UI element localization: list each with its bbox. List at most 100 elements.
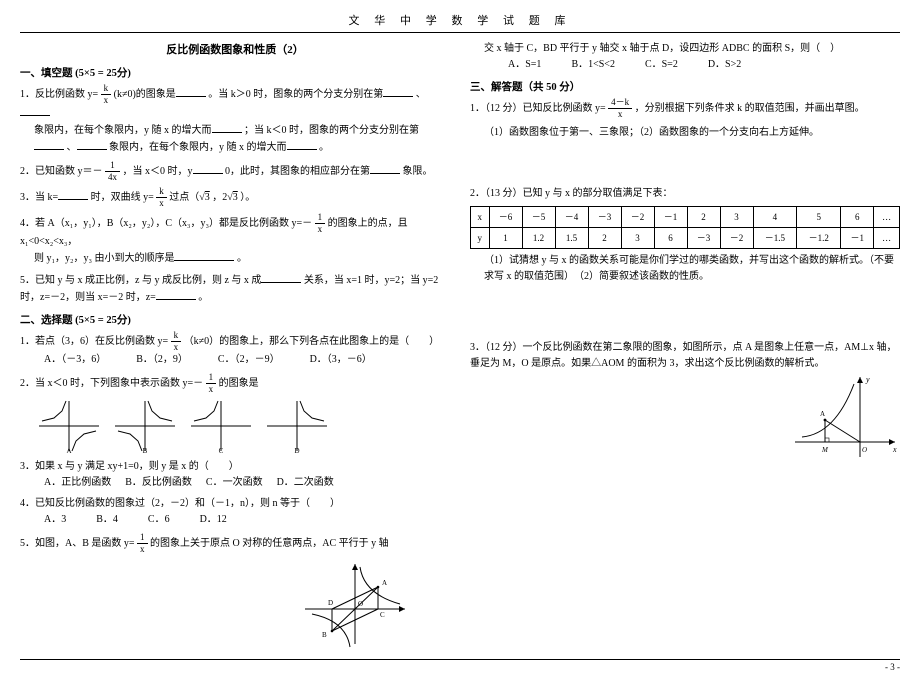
q4: 4．若 A（x₁，y₁），B（x₂，y₂），C（x₃，y₃）都是反比例函数 y=… — [20, 213, 450, 267]
r2-sub: （1）试猜想 y 与 x 的函数关系可能是你们学过的哪类函数，并写出这个函数的解… — [470, 253, 900, 285]
page-header: 文 华 中 学 数 学 试 题 库 — [20, 12, 900, 33]
r1: 1．（12 分）已知反比例函数 y= 4－kx ，分别根据下列条件求 k 的取值… — [470, 98, 900, 141]
q4-text: 4．若 A（x₁，y₁），B（x₂，y₂），C（x₃，y₃）都是反比例函数 y=… — [20, 218, 312, 229]
q2: 2．已知函数 y＝－ 14x ，当 x＜0 时，y 0，此时，其图象的相应部分在… — [20, 161, 450, 182]
q1-text6: 象限内，在每个象限内，y 随 x 的增大而 — [109, 142, 287, 153]
svg-text:O: O — [862, 446, 867, 454]
r0-text: 交 x 轴于 C，BD 平行于 y 轴交 x 轴于点 D，设四边形 ADBC 的… — [484, 43, 840, 54]
section-2-heading: 二、选择题 (5×5 = 25分) — [20, 312, 450, 327]
r2: 2．（13 分）已知 y 与 x 的部分取值满足下表： x－6－5－4－3－2－… — [470, 186, 900, 285]
q2-text2: ，当 x＜0 时，y — [123, 166, 193, 177]
svg-text:y: y — [865, 375, 870, 384]
right-column: 交 x 轴于 C，BD 平行于 y 轴交 x 轴于点 D，设四边形 ADBC 的… — [470, 41, 900, 649]
s3-options: A．正比例函数 B．反比例函数 C．一次函数 D．二次函数 — [20, 475, 450, 491]
opt-d: D．S>2 — [708, 57, 741, 73]
r1-text: 1．（12 分）已知反比例函数 y= — [470, 103, 606, 114]
chart-b: B — [110, 398, 180, 454]
opt-c: C．S=2 — [645, 57, 678, 73]
opt-a: A．正比例函数 — [44, 475, 111, 491]
s5: 5．如图，A、B 是函数 y= 1x 的图象上关于原点 O 对称的任意两点，AC… — [20, 533, 450, 554]
frac-1-x-3: 1x — [137, 533, 148, 554]
r3-text: 3．（12 分）一个反比例函数在第二象限的图象，如图所示，点 A 是图象上任意一… — [470, 342, 897, 369]
sqrt3a: 3 — [205, 192, 210, 203]
q5: 5．已知 y 与 x 成正比例，z 与 y 成反比例，则 z 与 x 成 关系，… — [20, 272, 450, 306]
s4-options: A．3 B．4 C．6 D．12 — [20, 512, 450, 528]
q1-text2: (k≠0)的图象是 — [114, 89, 176, 100]
table-row: y11.21.5236－3－2－1.5－1.2－1… — [471, 228, 900, 249]
q3-text5: ）。 — [240, 192, 255, 203]
q4-text3: 则 y₁，y₂，y₃ 由小到大的顺序是 — [34, 253, 174, 264]
svg-text:M: M — [821, 446, 829, 454]
q1-text3b: 、 — [416, 89, 426, 100]
q2-text3: 0，此时，其图象的相应部分在第 — [225, 166, 370, 177]
svg-text:C: C — [380, 611, 385, 619]
s2-text: 2．当 x＜0 时，下列图象中表示函数 y=－ — [20, 378, 203, 389]
svg-text:B: B — [143, 447, 148, 454]
opt-b: B．4 — [96, 512, 118, 528]
section-3-heading: 三、解答题（共 50 分） — [470, 79, 900, 94]
opt-b: B．反比例函数 — [125, 475, 192, 491]
opt-b: B．1<S<2 — [571, 57, 615, 73]
q5-figure: A B C D O — [300, 559, 410, 649]
opt-d: D．12 — [200, 512, 227, 528]
q1: 1．反比例函数 y= kx (k≠0)的图象是 。当 k＞0 时，图象的两个分支… — [20, 84, 450, 156]
s2: 2．当 x＜0 时，下列图象中表示函数 y=－ 1x 的图象是 A B C D — [20, 373, 450, 454]
table-row: x－6－5－4－3－2－123456… — [471, 207, 900, 228]
opt-c: C．（2，－9） — [218, 352, 280, 368]
q1-text5: ；当 k＜0 时，图象的两个分支分别在第 — [244, 125, 419, 136]
s2-charts: A B C D — [34, 398, 450, 454]
svg-text:D: D — [294, 447, 299, 454]
r2-text: 2．（13 分）已知 y 与 x 的部分取值满足下表： — [470, 188, 673, 199]
q1-text7: 。 — [319, 142, 329, 153]
q1-text3: 。当 k＞0 时，图象的两个分支分别在第 — [208, 89, 383, 100]
q1-text: 1．反比例函数 y= — [20, 89, 98, 100]
svg-text:A: A — [382, 579, 387, 587]
q1-text4: 象限内，在每个象限内，y 随 x 的增大而 — [34, 125, 212, 136]
s4-text: 4．已知反比例函数的图象过（2，－2）和（－1，n），则 n 等于（ ） — [20, 498, 340, 509]
s1-text: 1．若点（3，6）在反比例函数 y= — [20, 336, 168, 347]
q5-text: 5．已知 y 与 x 成正比例，z 与 y 成反比例，则 z 与 x 成 — [20, 275, 261, 286]
svg-text:O: O — [358, 600, 363, 608]
q1-text5b: 、 — [67, 142, 77, 153]
s5-text2: 的图象上关于原点 O 对称的任意两点，AC 平行于 y 轴 — [150, 538, 389, 549]
opt-c: C．6 — [148, 512, 170, 528]
frac-k-x-2: kx — [156, 187, 167, 208]
s1-options: A．（－3，6） B．（2，9） C．（2，－9） D．（3，－6） — [20, 352, 450, 368]
left-column: 反比例函数图象和性质（2） 一、填空题 (5×5 = 25分) 1．反比例函数 … — [20, 41, 450, 649]
opt-c: C．一次函数 — [206, 475, 263, 491]
svg-text:D: D — [328, 599, 333, 607]
q2-text4: 象限。 — [403, 166, 433, 177]
q5-text3: 。 — [198, 292, 208, 303]
frac-1-x-2: 1x — [206, 373, 217, 394]
q3: 3．当 k= 时，双曲线 y= kx 过点（√3 ，2√3 ）。 — [20, 187, 450, 208]
page-footer: - 3 - — [20, 659, 900, 672]
q3-text2: 时，双曲线 y= — [91, 192, 154, 203]
svg-text:C: C — [219, 447, 224, 454]
opt-a: A．3 — [44, 512, 66, 528]
r0: 交 x 轴于 C，BD 平行于 y 轴交 x 轴于点 D，设四边形 ADBC 的… — [470, 41, 900, 73]
data-table: x－6－5－4－3－2－123456… y11.21.5236－3－2－1.5－… — [470, 206, 900, 249]
opt-d: D．二次函数 — [277, 475, 334, 491]
frac-k-x-3: kx — [171, 331, 182, 352]
r0-options: A．S=1 B．1<S<2 C．S=2 D．S>2 — [484, 57, 900, 73]
q2-text: 2．已知函数 y＝－ — [20, 166, 103, 177]
s2-text2: 的图象是 — [219, 378, 259, 389]
q3-text: 3．当 k= — [20, 192, 58, 203]
worksheet-title: 反比例函数图象和性质（2） — [20, 41, 450, 57]
q4-text4: 。 — [237, 253, 247, 264]
opt-b: B．（2，9） — [136, 352, 188, 368]
svg-text:x: x — [892, 445, 897, 454]
s3: 3．如果 x 与 y 满足 xy+1=0，则 y 是 x 的（ ） A．正比例函… — [20, 459, 450, 491]
opt-a: A．S=1 — [508, 57, 541, 73]
s1-text2: （k≠0）的图象上，那么下列各点在此图象上的是（ ） — [184, 336, 440, 347]
frac-k-x: kx — [101, 84, 112, 105]
frac-1-4x: 14x — [105, 161, 120, 182]
frac-1-x: 1x — [315, 213, 326, 234]
main-columns: 反比例函数图象和性质（2） 一、填空题 (5×5 = 25分) 1．反比例函数 … — [20, 41, 900, 649]
q3-text3: 过点（ — [169, 192, 199, 203]
s5-text: 5．如图，A、B 是函数 y= — [20, 538, 135, 549]
opt-a: A．（－3，6） — [44, 352, 106, 368]
section-1-heading: 一、填空题 (5×5 = 25分) — [20, 65, 450, 80]
chart-d: D — [262, 398, 332, 454]
svg-text:B: B — [322, 631, 327, 639]
